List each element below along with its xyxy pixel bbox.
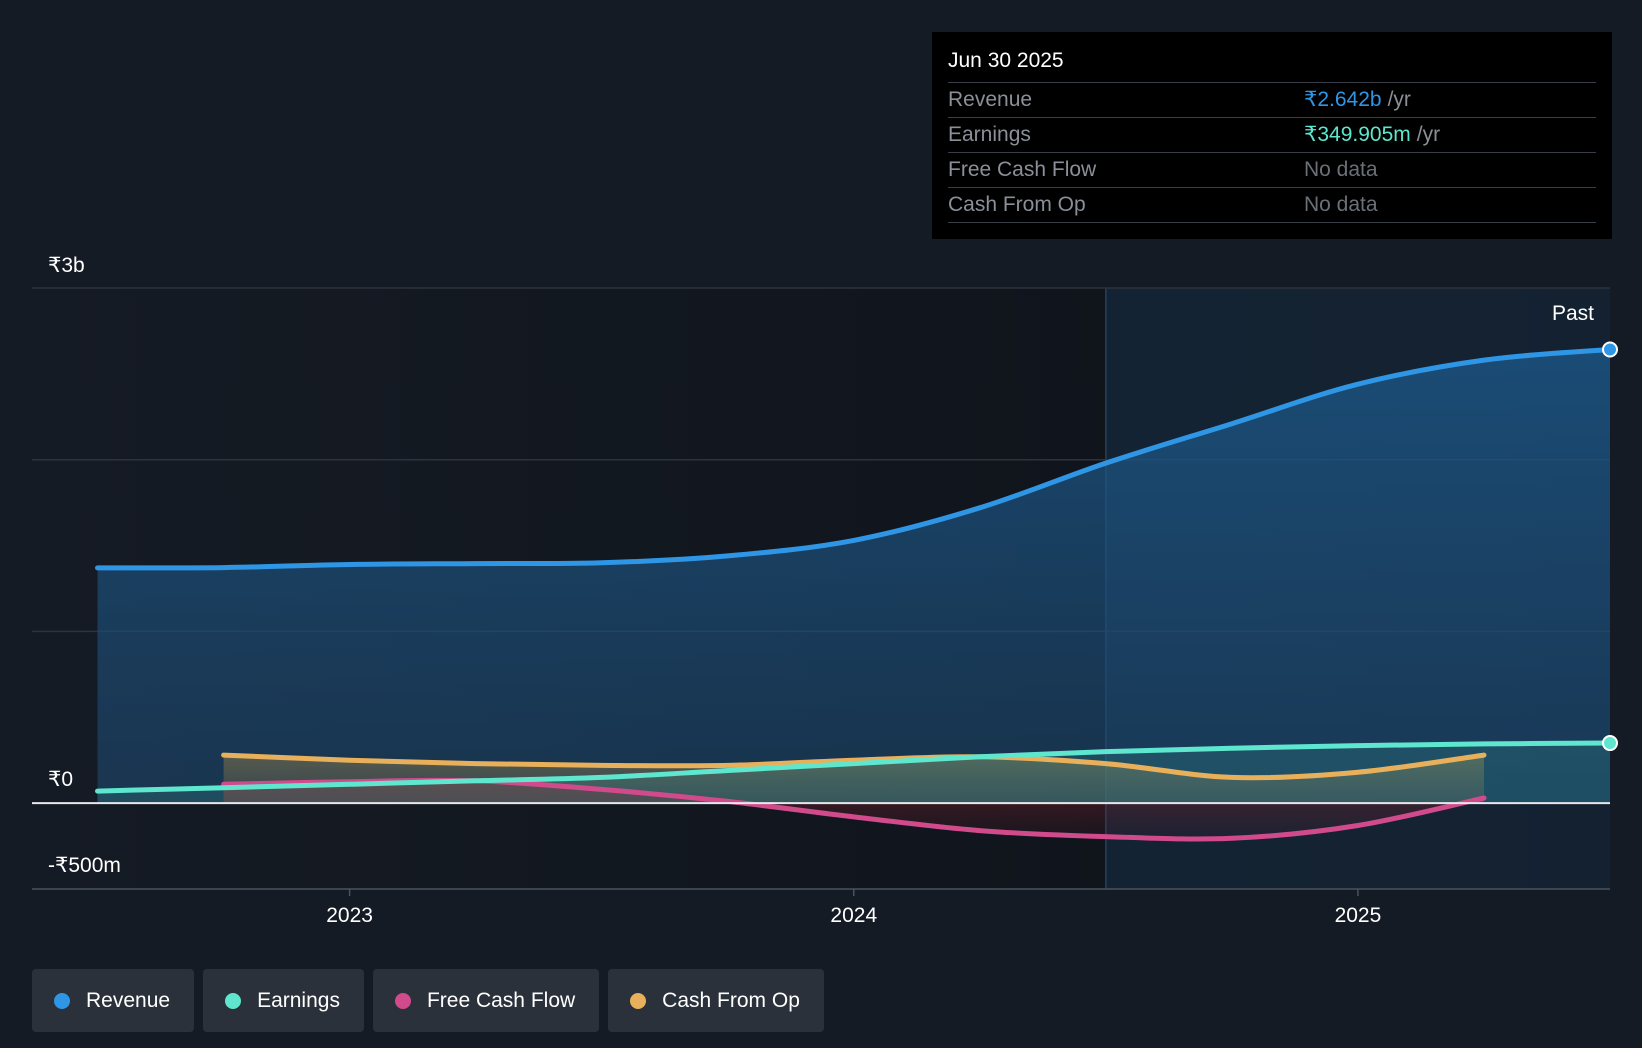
financial-chart: 2023 2024 2025 ₹3b ₹0 -₹500m Past	[32, 254, 1618, 927]
tooltip-value: ₹349.905m	[1304, 123, 1411, 146]
tooltip-value: No data	[1304, 193, 1378, 216]
revenue-end-marker	[1602, 341, 1618, 358]
legend-dot-icon	[630, 992, 647, 1009]
endpoint-markers	[1602, 341, 1618, 752]
legend-dot-icon	[394, 992, 411, 1009]
tooltip-unit: /yr	[1387, 88, 1411, 111]
legend-dot-icon	[225, 992, 242, 1009]
tooltip-panel: Jun 30 2025 Revenue ₹2.642b /yr Earnings…	[932, 32, 1612, 239]
tooltip-row-earnings: Earnings ₹349.905m /yr	[948, 118, 1596, 153]
legend-label: Cash From Op	[662, 988, 800, 1012]
x-axis-ticks: 2023 2024 2025	[326, 889, 1381, 927]
x-tick-label: 2023	[326, 904, 373, 927]
legend-item-free-cash-flow[interactable]: Free Cash Flow	[372, 969, 600, 1032]
revenue-line	[95, 347, 1613, 571]
x-tick-label: 2024	[830, 904, 877, 927]
legend-label: Earnings	[257, 988, 340, 1012]
tooltip-value: No data	[1304, 158, 1378, 181]
earnings-line	[95, 740, 1613, 794]
tooltip-date: Jun 30 2025	[948, 46, 1596, 83]
x-tick-label: 2025	[1335, 904, 1382, 927]
legend: Revenue Earnings Free Cash Flow Cash Fro…	[32, 969, 824, 1032]
tooltip-unit: /yr	[1416, 123, 1441, 146]
series-lines	[95, 347, 1613, 842]
cash-from-op-line	[221, 752, 1487, 781]
legend-item-earnings[interactable]: Earnings	[203, 969, 364, 1032]
y-label-bottom: -₹500m	[48, 854, 121, 877]
legend-dot-icon	[54, 992, 70, 1009]
legend-label: Revenue	[86, 988, 171, 1012]
tooltip-row-cash-from-op: Cash From Op No data	[948, 188, 1596, 223]
tooltip-value: ₹2.642b	[1304, 88, 1382, 111]
free-cash-flow-area	[223, 780, 1485, 840]
tooltip-row-revenue: Revenue ₹2.642b /yr	[948, 83, 1596, 118]
tooltip-row-free-cash-flow: Free Cash Flow No data	[948, 153, 1596, 188]
tooltip-label: Revenue	[948, 88, 1033, 111]
y-label-zero: ₹0	[48, 768, 73, 791]
revenue-area	[97, 349, 1610, 804]
y-label-top: ₹3b	[48, 254, 85, 277]
past-label: Past	[1552, 302, 1594, 325]
tooltip-label: Earnings	[948, 123, 1031, 146]
tooltip-label: Free Cash Flow	[948, 158, 1097, 181]
earnings-area	[97, 743, 1610, 804]
legend-item-cash-from-op[interactable]: Cash From Op	[608, 969, 824, 1032]
legend-label: Free Cash Flow	[426, 988, 576, 1012]
tooltip-label: Cash From Op	[948, 193, 1086, 216]
legend-item-revenue[interactable]: Revenue	[32, 969, 195, 1032]
earnings-end-marker	[1602, 735, 1618, 752]
series-areas	[97, 349, 1610, 840]
